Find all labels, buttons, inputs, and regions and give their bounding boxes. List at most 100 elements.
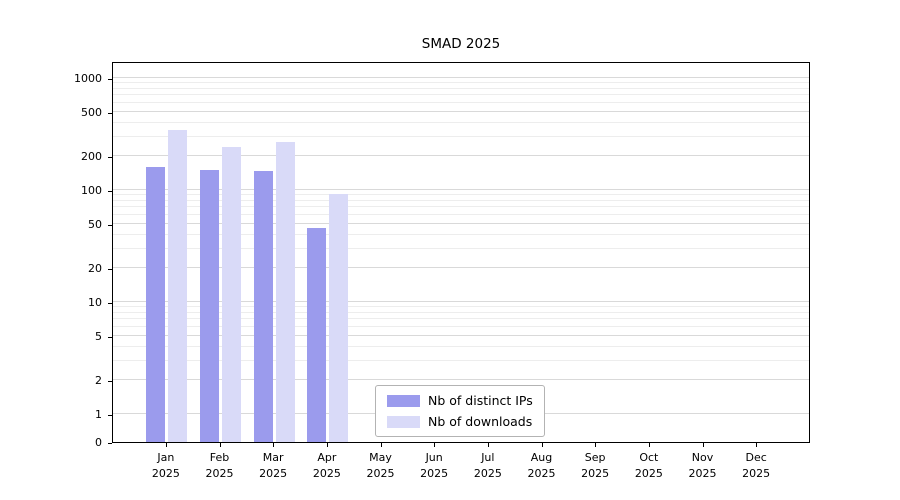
x-tick-mark (541, 443, 543, 447)
x-tick-mark (702, 443, 704, 447)
y-tick-label: 500 (81, 105, 102, 119)
y-tick-mark (108, 224, 112, 226)
y-tick-mark (108, 269, 112, 271)
x-tick-year: 2025 (742, 466, 771, 480)
x-tick-month: Sep (584, 451, 606, 464)
y-tick-label: 100 (81, 184, 102, 197)
bar-downloads (275, 141, 295, 442)
x-tick-year: 2025 (634, 466, 663, 480)
x-tick-year: 2025 (581, 466, 610, 480)
legend-label-distinct-ips: Nb of distinct IPs (428, 393, 533, 408)
x-tick-mark (326, 443, 328, 447)
bar-distinct-ips (253, 170, 273, 442)
major-gridline (113, 110, 809, 112)
x-tick-month: Mar (262, 451, 284, 464)
y-tick-label: 20 (88, 262, 102, 276)
x-tick-label: Aug 2025 (512, 450, 572, 482)
minor-gridline (113, 135, 809, 137)
x-tick-label: Nov 2025 (673, 450, 733, 482)
x-tick-mark (434, 443, 436, 447)
y-tick-mark (108, 112, 112, 114)
x-tick-mark (756, 443, 758, 447)
minor-gridline (113, 101, 809, 103)
y-tick-label: 50 (88, 217, 102, 231)
minor-gridline (113, 247, 809, 249)
x-tick-year: 2025 (259, 466, 288, 480)
major-gridline (113, 77, 809, 78)
x-tick-label: Apr 2025 (297, 450, 357, 482)
plot-area: Nb of distinct IPs Nb of downloads (112, 62, 810, 443)
x-tick-month: Oct (639, 451, 659, 464)
minor-gridline (113, 121, 809, 123)
minor-gridline (113, 82, 809, 84)
legend: Nb of distinct IPs Nb of downloads (375, 385, 545, 437)
minor-gridline (113, 318, 809, 320)
x-tick-month: Jul (481, 451, 495, 464)
legend-swatch-distinct-ips (387, 394, 420, 407)
x-tick-label: Dec 2025 (726, 450, 786, 482)
minor-gridline (113, 94, 809, 96)
x-tick-year: 2025 (473, 466, 502, 480)
y-tick-mark (108, 415, 112, 416)
bar-downloads (329, 193, 349, 442)
y-tick-label: 5 (95, 329, 102, 343)
y-tick-mark (108, 381, 112, 383)
minor-gridline (113, 359, 809, 361)
y-tick-label: 2 (95, 374, 102, 388)
y-tick-mark (108, 336, 112, 338)
x-tick-label: Jun 2025 (404, 450, 464, 482)
x-tick-year: 2025 (527, 466, 556, 480)
x-tick-label: Feb 2025 (190, 450, 250, 482)
y-tick-mark (108, 157, 112, 159)
x-tick-month: Dec (745, 451, 767, 464)
minor-gridline (113, 306, 809, 308)
x-tick-mark (487, 443, 489, 447)
x-tick-label: Sep 2025 (565, 450, 625, 482)
major-gridline (113, 222, 809, 224)
y-tick-mark (108, 191, 112, 192)
minor-gridline (113, 325, 809, 327)
x-tick-month: Apr (317, 451, 337, 464)
major-gridline (113, 334, 809, 336)
x-tick-mark (165, 443, 167, 447)
y-tick-label: 0 (95, 436, 102, 449)
x-tick-month: Aug (530, 451, 553, 464)
x-tick-month: Jan (157, 451, 175, 464)
y-tick-label: 1 (95, 408, 102, 421)
minor-gridline (113, 206, 809, 208)
x-tick-year: 2025 (366, 466, 395, 480)
minor-gridline (113, 233, 809, 235)
major-gridline (113, 189, 809, 190)
x-tick-label: May 2025 (351, 450, 411, 482)
x-tick-year: 2025 (205, 466, 234, 480)
y-tick-mark (108, 79, 112, 80)
y-tick-mark (108, 443, 112, 444)
x-tick-month: May (369, 451, 392, 464)
bar-distinct-ips (146, 167, 166, 442)
legend-entry-downloads: Nb of downloads (387, 414, 533, 429)
minor-gridline (113, 199, 809, 201)
x-tick-year: 2025 (688, 466, 717, 480)
minor-gridline (113, 87, 809, 89)
minor-gridline (113, 194, 809, 196)
bar-distinct-ips (200, 170, 219, 442)
x-tick-label: Oct 2025 (619, 450, 679, 482)
x-tick-mark (380, 443, 382, 447)
y-tick-label: 10 (88, 296, 102, 309)
x-tick-mark (219, 443, 221, 447)
bar-downloads (168, 130, 188, 442)
bar-downloads (222, 147, 241, 442)
minor-gridline (113, 213, 809, 215)
legend-entry-distinct-ips: Nb of distinct IPs (387, 393, 533, 408)
minor-gridline (113, 311, 809, 313)
x-tick-month: Jun (425, 451, 443, 464)
x-tick-mark (648, 443, 650, 447)
x-tick-month: Feb (209, 451, 230, 464)
x-tick-label: Jul 2025 (458, 450, 518, 482)
legend-swatch-downloads (387, 415, 420, 428)
x-tick-mark (273, 443, 275, 447)
major-gridline (113, 155, 809, 157)
minor-gridline (113, 345, 809, 347)
x-tick-label: Jan 2025 (136, 450, 196, 482)
